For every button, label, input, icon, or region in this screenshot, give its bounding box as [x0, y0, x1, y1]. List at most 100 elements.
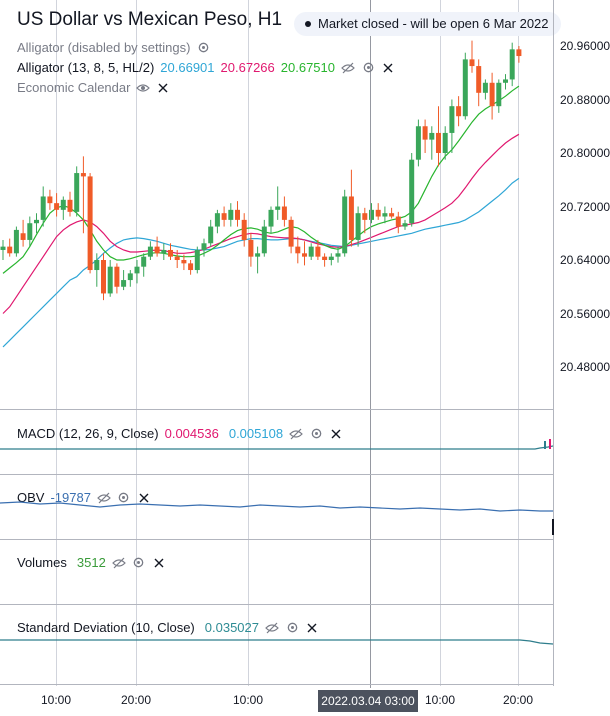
candle — [201, 238, 207, 257]
candle — [221, 206, 227, 227]
candle-body — [208, 226, 214, 244]
candle-body — [489, 82, 495, 107]
candle — [382, 206, 388, 224]
candle — [489, 72, 495, 120]
settings-icon[interactable] — [132, 556, 146, 570]
candle — [141, 253, 147, 277]
candle-body — [429, 132, 435, 140]
close-icon[interactable] — [152, 556, 166, 570]
candle-body — [469, 59, 475, 67]
macd-line — [0, 439, 553, 450]
candle — [422, 119, 428, 153]
candle-body — [161, 249, 167, 254]
candle — [395, 211, 401, 234]
candle — [462, 52, 468, 120]
candle — [315, 239, 321, 260]
candle-body — [288, 219, 294, 247]
candle — [194, 246, 200, 274]
candle — [121, 270, 127, 291]
candle-body — [114, 266, 120, 287]
eye-icon[interactable] — [136, 81, 151, 95]
close-icon[interactable] — [329, 427, 343, 441]
candle-body — [476, 66, 482, 93]
price-tick-label: 20.80000 — [560, 146, 610, 160]
candle-body — [168, 249, 173, 257]
grid-line-v — [136, 0, 137, 686]
close-icon[interactable] — [137, 491, 151, 505]
candle — [389, 207, 395, 219]
candle-body — [188, 263, 194, 271]
candle-body — [503, 79, 508, 83]
price-tick-label: 20.56000 — [560, 307, 610, 321]
candle — [456, 96, 462, 127]
grid-line-v — [518, 0, 519, 686]
stddev-line — [0, 639, 553, 645]
candle-body — [389, 213, 395, 217]
legend-alligator: Alligator (13, 8, 5, HL/2) 20.66901 20.6… — [17, 60, 395, 75]
candle — [0, 239, 6, 260]
alligator-lips-value: 20.67510 — [280, 60, 335, 75]
candle — [503, 74, 508, 90]
candle-body — [281, 206, 287, 220]
candle-body — [442, 132, 448, 153]
candle-body — [415, 126, 421, 160]
candle-body — [355, 213, 361, 240]
macd-signal-value: 0.005108 — [228, 426, 284, 441]
candle — [60, 196, 66, 220]
candle-body — [255, 253, 261, 257]
status-dot-icon — [305, 21, 311, 27]
candle — [134, 260, 140, 284]
candle — [168, 243, 173, 260]
candle-body — [94, 260, 100, 271]
settings-icon[interactable] — [361, 61, 375, 75]
candle-body — [235, 209, 240, 220]
pane-divider[interactable] — [0, 539, 553, 540]
candle — [362, 207, 368, 234]
candle — [328, 253, 334, 266]
legend-macd: MACD (12, 26, 9, Close) 0.004536 0.00510… — [17, 426, 343, 441]
pane-divider[interactable] — [0, 604, 553, 605]
candle — [241, 213, 247, 247]
grid-line-v — [440, 0, 441, 686]
candle — [7, 238, 13, 257]
close-icon[interactable] — [156, 81, 170, 95]
settings-icon[interactable] — [117, 491, 131, 505]
candle — [402, 219, 408, 230]
close-icon[interactable] — [305, 621, 319, 635]
price-tick-label: 20.72000 — [560, 200, 610, 214]
candle-body — [382, 213, 388, 217]
candle — [369, 203, 374, 224]
candle-body — [60, 199, 66, 210]
close-icon[interactable] — [381, 61, 395, 75]
candle — [295, 236, 301, 264]
settings-icon[interactable] — [196, 41, 210, 55]
candle-body — [248, 239, 254, 257]
candle-body — [375, 209, 381, 217]
candle — [208, 219, 214, 247]
candle — [154, 236, 160, 257]
hide-eye-icon[interactable] — [341, 61, 355, 75]
candle — [308, 243, 314, 260]
pane-divider[interactable] — [0, 409, 553, 410]
settings-icon[interactable] — [285, 621, 299, 635]
hide-eye-icon[interactable] — [265, 621, 279, 635]
pane-divider[interactable] — [0, 474, 553, 475]
market-status-badge: Market closed - will be open 6 Mar 2022 — [294, 12, 561, 36]
settings-icon[interactable] — [309, 427, 323, 441]
stddev-name: Standard Deviation (10, Close) — [17, 620, 195, 635]
hide-eye-icon[interactable] — [289, 427, 303, 441]
candle-body — [402, 223, 408, 227]
hide-eye-icon[interactable] — [111, 556, 126, 570]
candle-body — [369, 209, 374, 220]
legend-volumes: Volumes 3512 — [17, 555, 166, 570]
time-tick-label: 20:00 — [120, 693, 152, 707]
candle — [74, 166, 80, 217]
candle-body — [295, 246, 301, 254]
candle-body — [496, 82, 502, 107]
candle-body — [516, 49, 522, 57]
price-chart[interactable] — [0, 0, 553, 408]
hide-eye-icon[interactable] — [97, 491, 111, 505]
candle-body — [54, 203, 60, 210]
price-tick-label: 20.48000 — [560, 360, 610, 374]
volumes-value: 3512 — [76, 555, 106, 570]
